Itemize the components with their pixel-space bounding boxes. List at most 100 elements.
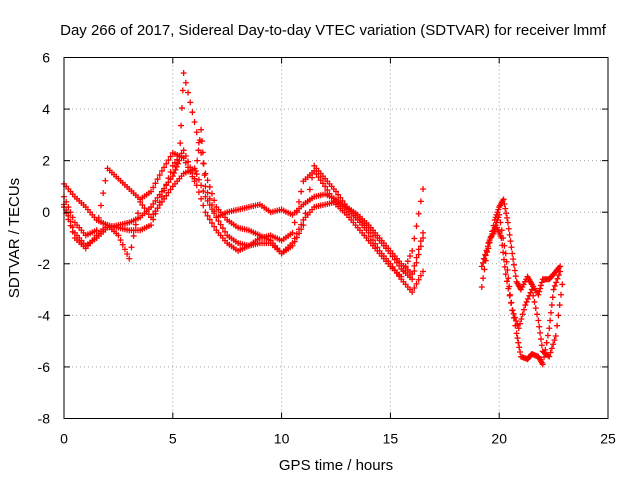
data-point <box>517 320 524 327</box>
data-point <box>163 160 170 167</box>
data-point <box>411 235 418 242</box>
data-point <box>554 275 561 282</box>
data-point <box>100 190 107 197</box>
data-point <box>500 256 507 263</box>
data-point <box>481 266 488 273</box>
data-point <box>296 230 303 237</box>
data-point <box>167 186 174 193</box>
data-point <box>202 209 209 216</box>
data-point <box>510 310 517 317</box>
data-point <box>517 348 524 355</box>
data-point <box>415 276 422 283</box>
data-point <box>420 235 427 241</box>
data-point <box>519 311 526 318</box>
series-arc-7 <box>480 224 566 360</box>
data-point <box>165 189 172 196</box>
data-point <box>555 312 562 319</box>
data-point <box>198 195 205 202</box>
data-point <box>417 238 424 245</box>
data-point <box>198 138 205 145</box>
data-point <box>204 212 211 219</box>
data-point <box>505 285 512 292</box>
data-point <box>415 251 422 258</box>
data-point <box>486 239 493 246</box>
data-point <box>536 288 543 295</box>
data-point <box>538 342 545 349</box>
data-point <box>406 253 413 260</box>
data-point <box>139 201 146 208</box>
data-point <box>502 271 509 278</box>
data-point <box>513 318 520 325</box>
data-point <box>163 192 170 199</box>
data-point <box>398 273 405 280</box>
data-point <box>180 147 187 154</box>
data-point <box>191 178 198 185</box>
data-point <box>298 226 305 233</box>
data-point <box>219 225 226 232</box>
data-point <box>527 289 534 296</box>
data-point <box>415 246 422 253</box>
data-point <box>291 238 298 245</box>
data-point <box>154 194 161 201</box>
data-point <box>504 278 511 285</box>
data-point <box>509 307 516 314</box>
data-point <box>420 268 427 275</box>
data-point <box>204 177 211 184</box>
data-point <box>150 184 157 191</box>
data-point <box>130 232 137 239</box>
data-point <box>206 201 213 208</box>
data-point <box>124 250 131 257</box>
data-point <box>501 263 508 270</box>
data-point <box>483 247 490 254</box>
data-point <box>537 336 544 343</box>
x-tick-label: 15 <box>383 431 399 447</box>
data-point <box>198 126 205 133</box>
x-tick-label: 25 <box>600 431 616 447</box>
data-point <box>182 159 189 166</box>
data-point <box>500 249 507 256</box>
series-arc-3 <box>61 126 427 280</box>
data-point <box>508 244 515 251</box>
data-point <box>306 186 313 193</box>
data-point <box>315 174 322 181</box>
data-point <box>505 275 512 282</box>
y-tick-label: 0 <box>42 204 50 220</box>
x-tick-label: 0 <box>60 431 68 447</box>
data-point <box>191 118 198 125</box>
data-point <box>413 280 420 287</box>
data-point <box>532 305 539 312</box>
y-tick-label: -8 <box>38 411 51 427</box>
data-point <box>547 309 554 316</box>
data-point <box>182 79 189 86</box>
data-point <box>404 258 411 265</box>
data-point <box>537 282 544 289</box>
data-point <box>163 181 170 188</box>
data-point <box>180 69 187 76</box>
data-point <box>148 222 155 229</box>
data-point <box>417 243 424 250</box>
data-point <box>152 197 159 204</box>
data-point <box>516 344 523 351</box>
data-point <box>173 163 180 170</box>
data-point <box>65 216 72 223</box>
data-point <box>191 165 198 172</box>
data-point <box>550 286 557 293</box>
data-point <box>165 157 172 164</box>
data-point <box>158 167 165 174</box>
data-point <box>411 285 418 292</box>
y-tick-label: 4 <box>42 101 50 117</box>
data-point <box>504 214 511 221</box>
data-point <box>548 345 555 352</box>
data-point <box>202 183 209 190</box>
data-point <box>167 153 174 160</box>
data-point <box>289 229 296 236</box>
data-point <box>417 198 424 205</box>
data-point <box>497 219 504 226</box>
data-point <box>511 267 518 274</box>
y-tick-label: 2 <box>42 153 50 169</box>
y-tick-label: -6 <box>38 359 51 375</box>
data-point <box>538 279 545 286</box>
data-point <box>484 243 491 250</box>
data-point <box>504 219 511 226</box>
data-point <box>156 201 163 208</box>
